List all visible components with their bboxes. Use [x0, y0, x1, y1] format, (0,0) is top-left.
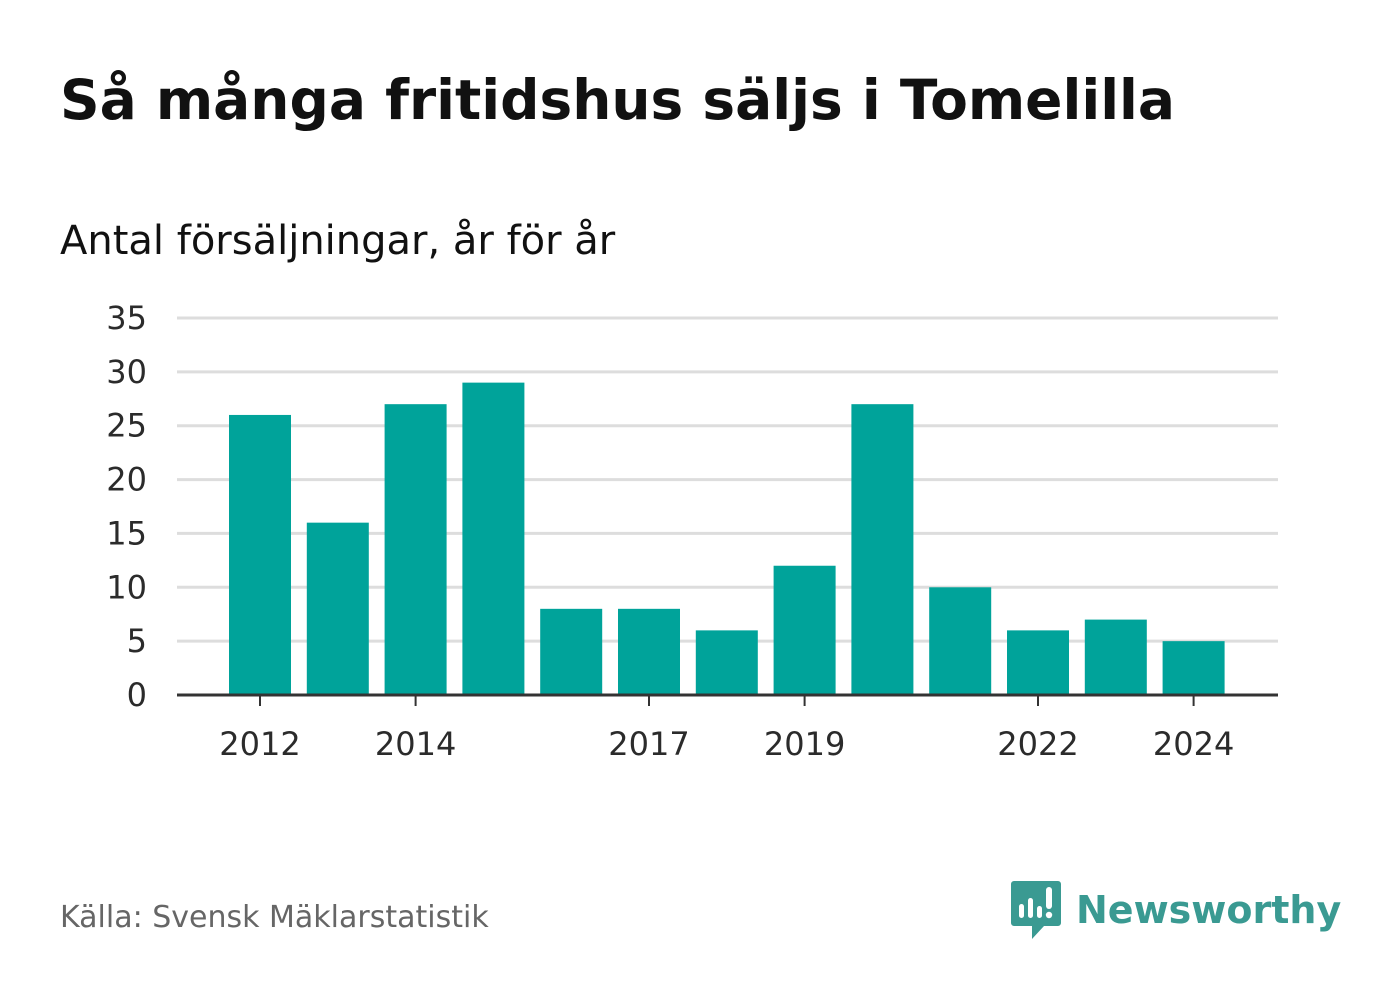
brand-logo: Newsworthy — [1010, 878, 1341, 942]
y-tick-label: 25 — [106, 407, 147, 445]
brand-name: Newsworthy — [1076, 888, 1342, 932]
x-tick-label: 2014 — [375, 725, 456, 763]
x-tick-label: 2012 — [219, 725, 300, 763]
x-axis-labels: 2012 2014 2017 2019 2022 2024 — [219, 725, 1234, 763]
y-axis-labels: 0 5 10 15 20 25 30 35 — [106, 299, 147, 714]
bar-2017 — [618, 608, 680, 695]
bar-2015 — [462, 382, 525, 695]
bar-2019 — [773, 565, 836, 695]
source-note: Källa: Svensk Mäklarstatistik — [60, 900, 489, 935]
y-tick-label: 10 — [106, 568, 147, 606]
newsworthy-logo-icon — [1011, 881, 1061, 939]
bar-2020 — [851, 404, 914, 695]
bar-2016 — [540, 608, 603, 695]
x-tick-label: 2024 — [1153, 725, 1234, 763]
x-tick-label: 2022 — [997, 725, 1078, 763]
bar-2023 — [1084, 619, 1147, 695]
y-tick-label: 30 — [106, 353, 147, 391]
x-tick-label: 2017 — [608, 725, 689, 763]
y-tick-label: 20 — [106, 461, 147, 499]
bar-2018 — [695, 630, 758, 695]
x-axis — [177, 693, 1278, 706]
bar-2013 — [306, 522, 369, 695]
bar-2022 — [1007, 630, 1069, 695]
y-tick-label: 15 — [106, 514, 147, 552]
x-tick-label: 2019 — [764, 725, 845, 763]
bar-2024 — [1162, 641, 1225, 695]
bar-2021 — [929, 587, 992, 695]
bars — [229, 382, 1225, 695]
y-tick-label: 0 — [127, 676, 147, 714]
y-tick-label: 35 — [106, 299, 147, 337]
chart-title: Så många fritidshus säljs i Tomelilla — [60, 68, 1176, 132]
chart-subtitle: Antal försäljningar, år för år — [60, 218, 616, 264]
y-tick-label: 5 — [127, 622, 147, 660]
bar-2012 — [229, 414, 291, 695]
bar-2014 — [384, 404, 447, 695]
